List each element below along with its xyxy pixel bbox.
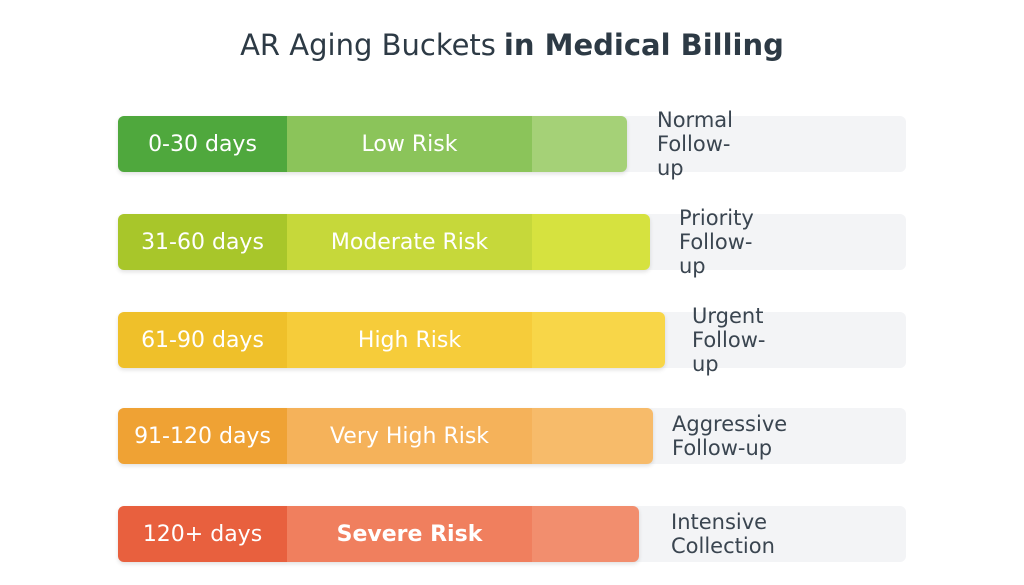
- day-range: 31-60 days: [118, 214, 287, 270]
- title: AR Aging Buckets in Medical Billing: [0, 28, 1024, 62]
- bar-end: [532, 506, 639, 562]
- bar-end: [532, 312, 665, 368]
- bucket-bar: 31-60 days Moderate Risk: [118, 214, 650, 270]
- bar-end: [532, 116, 627, 172]
- follow-up-action: Normal Follow-up: [657, 108, 733, 180]
- bar-end: [532, 408, 653, 464]
- day-range: 61-90 days: [118, 312, 287, 368]
- risk-level: High Risk: [287, 312, 532, 368]
- bar-end: [532, 214, 650, 270]
- risk-level: Low Risk: [287, 116, 532, 172]
- title-text: AR Aging Buckets: [240, 28, 496, 62]
- follow-up-action: Urgent Follow-up: [692, 304, 766, 376]
- day-range: 120+ days: [118, 506, 287, 562]
- bucket-bar: 0-30 days Low Risk: [118, 116, 627, 172]
- risk-level: Moderate Risk: [287, 214, 532, 270]
- risk-level: Very High Risk: [287, 408, 532, 464]
- bucket-bar: 61-90 days High Risk: [118, 312, 665, 368]
- bucket-bar: 91-120 days Very High Risk: [118, 408, 653, 464]
- follow-up-action: Aggressive Follow-up: [672, 412, 788, 460]
- day-range: 0-30 days: [118, 116, 287, 172]
- day-range: 91-120 days: [118, 408, 287, 464]
- follow-up-action: Priority Follow-up: [679, 206, 754, 278]
- risk-level: Severe Risk: [287, 506, 532, 562]
- title-bold: in Medical Billing: [503, 28, 784, 62]
- follow-up-action: Intensive Collection: [671, 510, 775, 558]
- bucket-bar: 120+ days Severe Risk: [118, 506, 639, 562]
